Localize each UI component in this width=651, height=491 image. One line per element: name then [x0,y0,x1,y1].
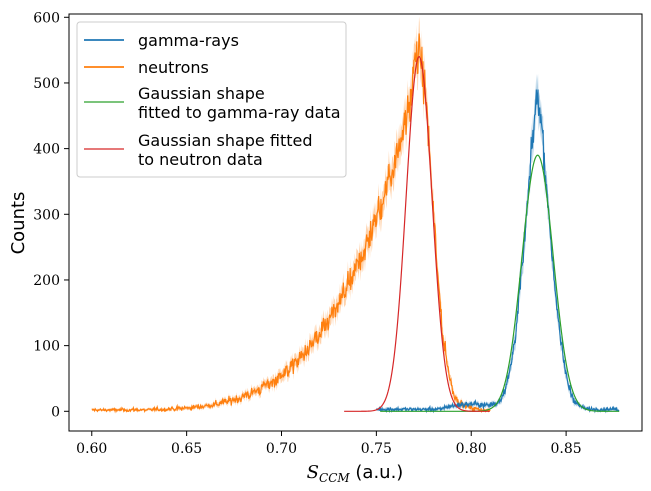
legend-label: gamma-rays [138,31,239,50]
y-tick-label: 500 [33,76,60,92]
x-tick-label: 0.75 [361,441,392,457]
y-tick-label: 100 [33,339,60,355]
x-axis-label-symbol: S [307,462,319,483]
x-tick-label: 0.70 [266,441,297,457]
y-axis: 0 100 200 300 400 500 600 [33,10,69,420]
y-tick-label: 0 [51,404,60,420]
series-layer [91,16,620,414]
x-axis-label: SCCM (a.u.) [307,462,404,485]
y-tick-label: 600 [33,10,60,26]
legend-entry: neutrons [84,58,209,77]
x-tick-label: 0.85 [551,441,582,457]
legend-label: Gaussian shape fitted to gamma-ray data [138,84,341,122]
y-tick-label: 200 [33,273,60,289]
x-tick-label: 0.65 [171,441,202,457]
y-tick-label: 300 [33,207,60,223]
gamma-rays-error-band [376,73,619,412]
x-axis-label-unit: (a.u.) [350,462,404,483]
x-tick-label: 0.80 [456,441,487,457]
legend-entry: Gaussian shape fitted to gamma-ray data [84,84,341,122]
legend-entries: gamma-rays neutrons Gaussian shape fitted t… [84,31,341,169]
legend-label: neutrons [138,58,209,77]
legend-entry: gamma-rays [84,31,239,50]
legend-entry: Gaussian shape fitted to neutron data [84,131,312,169]
neutrons-line [91,33,491,414]
legend-box [76,21,347,178]
gamma-fit-line [380,154,620,412]
x-tick-label: 0.60 [76,441,107,457]
y-axis-label: Counts [8,192,29,255]
plot-frame [68,13,643,432]
x-axis-label-subscript: CCM [319,471,350,485]
gamma-rays-line [375,89,620,414]
neutron-fit-line [344,55,490,412]
legend: gamma-rays neutrons Gaussian shape fitted t… [76,21,347,178]
y-tick-label: 400 [33,142,60,158]
legend-label: Gaussian shape fitted to neutron data [138,131,312,169]
x-axis: 0.60 0.65 0.70 0.75 0.80 0.85 [76,431,582,457]
